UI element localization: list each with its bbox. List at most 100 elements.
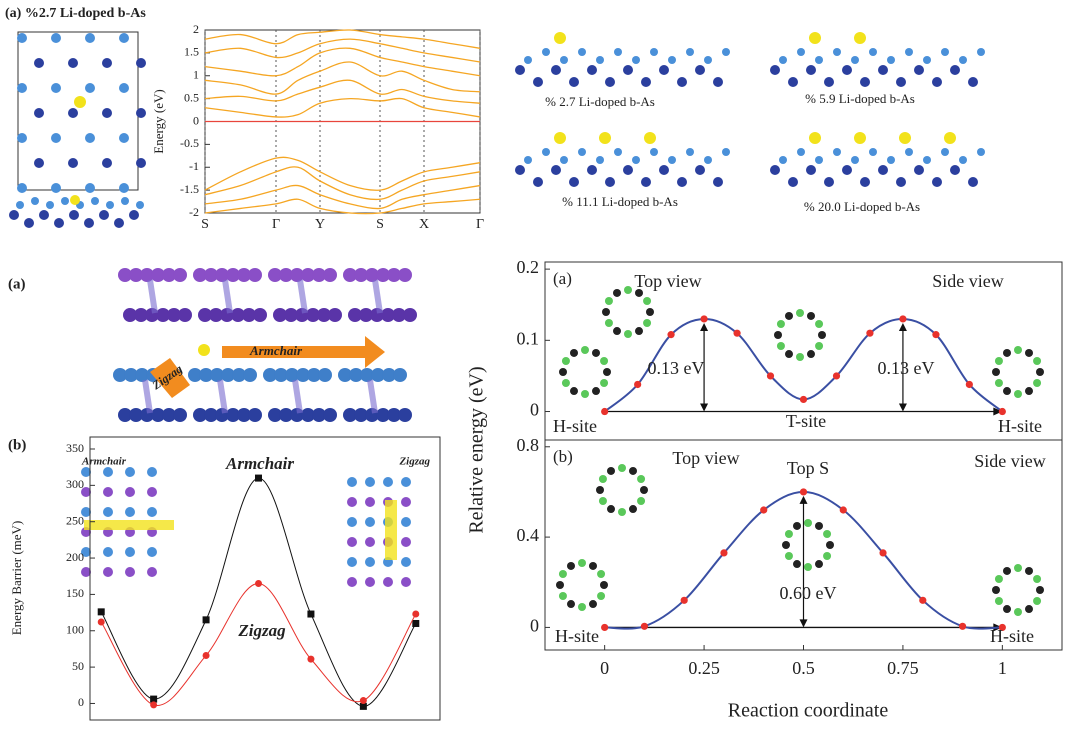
marker	[879, 549, 887, 557]
atom	[815, 156, 823, 164]
atom	[581, 390, 589, 398]
panel-title: (a) %2.7 Li-doped b-As	[5, 6, 146, 21]
atom	[81, 567, 91, 577]
atom	[285, 368, 299, 382]
annotation: H-site	[555, 626, 599, 646]
atom	[231, 308, 245, 322]
atom	[68, 108, 78, 118]
atom	[125, 547, 135, 557]
annotation: Top view	[672, 448, 739, 468]
marker	[766, 372, 775, 380]
atom	[851, 56, 859, 64]
atom	[806, 65, 816, 75]
atom	[959, 56, 967, 64]
bond	[297, 279, 308, 314]
atom	[556, 581, 564, 589]
atom	[643, 319, 652, 327]
atom	[102, 58, 112, 68]
marker	[97, 608, 105, 616]
atom	[600, 357, 609, 365]
marker	[640, 622, 649, 630]
atom	[782, 541, 790, 549]
marker	[255, 580, 262, 587]
atom	[950, 165, 960, 175]
atom	[136, 58, 146, 68]
structure-images	[9, 31, 1044, 616]
x-tick-label: 0	[600, 658, 609, 678]
atom	[279, 408, 293, 422]
atom	[125, 487, 135, 497]
atom	[401, 517, 411, 527]
y-tick-label: 2	[193, 22, 199, 36]
atom	[677, 177, 687, 187]
atom	[204, 408, 218, 422]
atom	[914, 165, 924, 175]
atom	[268, 268, 282, 282]
atom	[237, 408, 251, 422]
y-tick-label: -1.5	[180, 182, 199, 196]
atom	[365, 477, 375, 487]
atom	[605, 77, 615, 87]
band-line	[204, 47, 481, 77]
y-tick-label: 0.8	[517, 435, 540, 455]
x-axis-label: Reaction coordinate	[728, 700, 889, 722]
atom	[1033, 597, 1042, 605]
atom	[643, 297, 652, 305]
atom	[561, 379, 570, 387]
atom	[824, 177, 834, 187]
atom	[226, 408, 240, 422]
atom	[103, 487, 113, 497]
atom	[156, 308, 170, 322]
bond	[367, 379, 378, 414]
atom	[85, 83, 95, 93]
y-tick-label: -1	[189, 159, 199, 173]
marker	[412, 619, 420, 627]
atom	[232, 368, 246, 382]
atom	[815, 560, 823, 569]
atom	[793, 560, 801, 569]
x-tick-label: 0.5	[792, 658, 815, 678]
atom	[199, 368, 213, 382]
atom	[17, 133, 27, 143]
atom	[338, 368, 352, 382]
atom	[641, 177, 651, 187]
atom	[659, 65, 669, 75]
atom	[596, 56, 604, 64]
atom	[779, 156, 787, 164]
atom	[796, 309, 804, 317]
marker	[720, 549, 728, 557]
atom	[869, 148, 877, 156]
atom	[578, 603, 586, 611]
marker	[733, 329, 741, 337]
atom	[348, 308, 362, 322]
atom	[248, 268, 262, 282]
series-label: Zigzag	[237, 621, 286, 640]
atom	[318, 368, 332, 382]
atom	[365, 537, 375, 547]
marker	[866, 329, 874, 337]
marker	[601, 623, 609, 632]
atom	[54, 218, 64, 228]
atom	[284, 308, 298, 322]
atom	[600, 581, 608, 589]
atom	[188, 368, 202, 382]
atom	[941, 48, 949, 56]
atom	[515, 65, 525, 75]
atom	[994, 575, 1003, 583]
y-tick-label: 350	[66, 441, 84, 455]
band-line	[204, 156, 481, 191]
atom	[833, 48, 841, 56]
atom	[102, 108, 112, 118]
atom	[387, 268, 401, 282]
atom	[1025, 348, 1033, 357]
marker	[680, 596, 688, 604]
atom	[323, 268, 337, 282]
y-tick-label: 100	[66, 623, 84, 637]
structure-label: % 20.0 Li-doped b-As	[804, 199, 920, 214]
atom	[46, 201, 54, 209]
marker	[255, 474, 262, 482]
atom	[578, 48, 586, 56]
atom	[823, 530, 832, 538]
marker	[998, 623, 1006, 632]
